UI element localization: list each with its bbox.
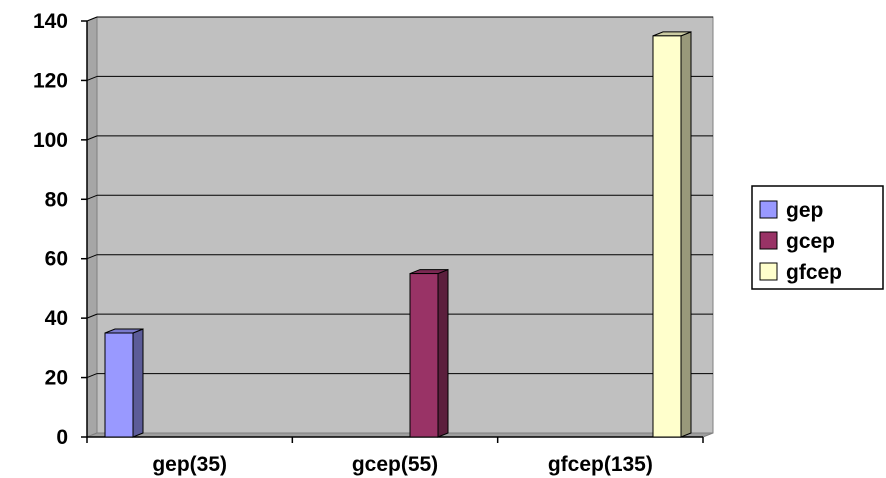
y-tick-label: 80	[45, 188, 68, 211]
bar-side	[132, 328, 144, 438]
axes	[86, 21, 704, 443]
legend-swatch	[759, 262, 778, 281]
gridline-side	[86, 313, 98, 319]
legend-label: gcep	[786, 230, 835, 253]
x-axis-labels: gep(35) gcep(55) gfcep(135)	[152, 453, 653, 476]
bar-front	[652, 35, 682, 438]
gridline-side	[86, 194, 98, 200]
plot-area	[86, 16, 714, 438]
x-tick-label: gep(35)	[152, 453, 227, 476]
y-tick-label: 100	[33, 129, 68, 152]
bar-side	[437, 268, 449, 438]
gridline-side	[86, 254, 98, 260]
legend: gep gcep gfcep	[751, 185, 884, 290]
gridlines	[86, 16, 713, 379]
legend-swatch	[759, 200, 778, 219]
back-wall	[96, 16, 714, 434]
bar-gfcep	[652, 31, 692, 438]
bar-gep	[104, 328, 144, 438]
y-axis-ticks: 0 20 40 60 80 100 120 140	[33, 10, 87, 449]
y-tick-label: 140	[33, 10, 68, 33]
y-tick-label: 0	[56, 426, 68, 449]
y-tick-label: 40	[45, 307, 68, 330]
y-tick-label: 20	[45, 367, 68, 390]
x-tick-label: gcep(55)	[352, 453, 438, 476]
bar-side	[680, 31, 692, 438]
y-tick-label: 120	[33, 69, 68, 92]
bar-gcep	[409, 268, 449, 438]
bar-front	[104, 332, 134, 438]
legend-swatch	[759, 231, 778, 250]
bars	[104, 31, 692, 438]
gridline-side	[86, 75, 98, 81]
gridline-side	[86, 135, 98, 141]
gridline-side	[86, 16, 98, 22]
x-tick-label: gfcep(135)	[548, 453, 653, 476]
legend-label: gfcep	[786, 261, 842, 284]
bar-front	[409, 273, 439, 438]
gridline-side	[86, 373, 98, 379]
legend-label: gep	[786, 199, 823, 222]
y-tick-label: 60	[45, 248, 68, 271]
